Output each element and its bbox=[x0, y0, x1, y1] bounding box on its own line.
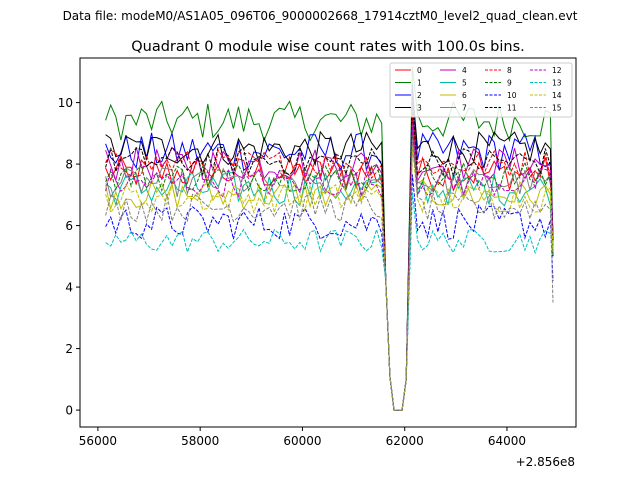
y-tick-label: 0 bbox=[65, 404, 73, 418]
legend-label: 4 bbox=[462, 66, 467, 75]
legend-label: 5 bbox=[462, 79, 467, 88]
legend-label: 10 bbox=[507, 91, 517, 100]
y-tick-label: 10 bbox=[58, 96, 73, 110]
series-line-0 bbox=[105, 117, 554, 411]
x-tick-label: 60000 bbox=[283, 434, 321, 448]
series-line-9 bbox=[105, 128, 554, 411]
x-tick-label: 58000 bbox=[181, 434, 219, 448]
chart-title: Quadrant 0 module wise count rates with … bbox=[131, 39, 525, 55]
legend-label: 9 bbox=[507, 79, 512, 88]
series-line-15 bbox=[105, 137, 554, 411]
x-tick-label: 62000 bbox=[386, 434, 424, 448]
legend-label: 2 bbox=[417, 91, 422, 100]
legend-label: 13 bbox=[552, 79, 562, 88]
series-line-14 bbox=[105, 146, 554, 411]
legend-box bbox=[389, 62, 573, 118]
plot-frame bbox=[79, 57, 577, 428]
legend-label: 3 bbox=[417, 104, 422, 113]
series-layer bbox=[105, 66, 554, 411]
legend-label: 7 bbox=[462, 104, 467, 113]
y-axis: 0 2 4 6 8 10 bbox=[58, 96, 80, 418]
legend-label: 0 bbox=[417, 66, 422, 75]
series-line-3 bbox=[105, 89, 554, 411]
x-tick-label: 64000 bbox=[488, 434, 526, 448]
series-line-11 bbox=[105, 98, 554, 411]
series-line-1 bbox=[105, 66, 554, 411]
legend-label: 8 bbox=[507, 66, 512, 75]
y-tick-label: 6 bbox=[65, 219, 73, 233]
y-tick-label: 8 bbox=[65, 158, 73, 172]
series-line-10 bbox=[105, 174, 554, 411]
y-tick-label: 2 bbox=[65, 342, 73, 356]
figure-suptitle: Data file: modeM0/AS1A05_096T06_90000026… bbox=[63, 9, 578, 23]
series-line-6 bbox=[105, 148, 554, 411]
legend-label: 6 bbox=[462, 91, 467, 100]
legend-label: 12 bbox=[552, 66, 562, 75]
y-tick-label: 4 bbox=[65, 281, 73, 295]
legend-label: 1 bbox=[417, 79, 422, 88]
x-tick-label: 56000 bbox=[79, 434, 117, 448]
series-line-12 bbox=[105, 123, 554, 411]
legend-label: 11 bbox=[507, 104, 517, 113]
series-line-13 bbox=[105, 192, 554, 411]
legend-label: 15 bbox=[552, 104, 562, 113]
legend-label: 14 bbox=[552, 91, 562, 100]
x-offset-label: +2.856e8 bbox=[516, 455, 575, 469]
x-axis: 56000 58000 60000 62000 64000 bbox=[79, 427, 526, 448]
